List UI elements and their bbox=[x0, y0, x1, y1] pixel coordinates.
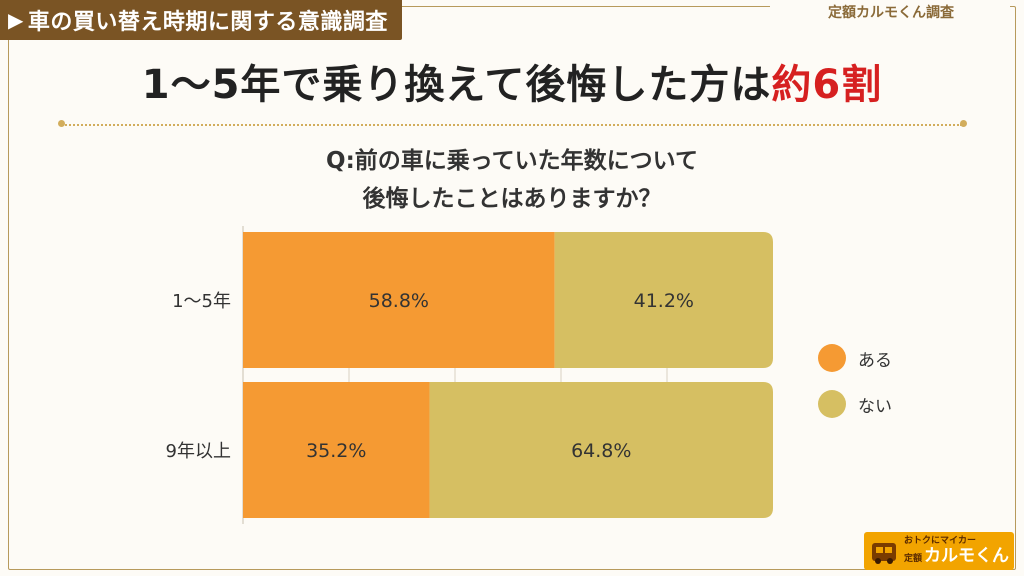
data-label: 35.2% bbox=[306, 440, 366, 462]
data-label: 58.8% bbox=[369, 290, 429, 312]
survey-title-tab: ▶ 車の買い替え時期に関する意識調査 bbox=[0, 0, 402, 40]
category-label: 1～5年 bbox=[172, 291, 231, 312]
legend-swatch-nai bbox=[818, 390, 846, 418]
brand-logo: おトクにマイカー 定額 カルモくん bbox=[864, 532, 1014, 570]
source-label: 定額カルモくん調査 bbox=[792, 0, 990, 24]
headline-accent: 約6割 bbox=[771, 62, 883, 108]
data-label: 64.8% bbox=[571, 440, 631, 462]
bar-segment-nai bbox=[429, 382, 773, 518]
divider-dot-left bbox=[58, 120, 65, 127]
survey-title: 車の買い替え時期に関する意識調査 bbox=[27, 10, 388, 35]
question-line-2: 後悔したことはありますか？ bbox=[362, 186, 662, 212]
category-label: 9年以上 bbox=[166, 441, 231, 462]
divider-dot-right bbox=[960, 120, 967, 127]
bar-segment-aru bbox=[243, 232, 555, 368]
legend-swatch-aru bbox=[818, 344, 846, 372]
page-frame bbox=[8, 6, 1016, 570]
legend-label-aru: ある bbox=[858, 350, 892, 371]
car-mascot-icon bbox=[872, 543, 896, 564]
headline: 1～5年で乗り換えて後悔した方は約6割 bbox=[0, 52, 1024, 110]
logo-text: おトクにマイカー 定額 カルモくん bbox=[904, 537, 1009, 565]
headline-main: 1～5年で乗り換えて後悔した方は bbox=[141, 62, 772, 108]
divider bbox=[62, 124, 962, 126]
question: Q:前の車に乗っていた年数について 後悔したことはありますか？ bbox=[0, 142, 1024, 218]
logo-name-row: 定額 カルモくん bbox=[904, 548, 1009, 565]
legend-label-nai: ない bbox=[858, 396, 892, 417]
question-line-1: Q:前の車に乗っていた年数について bbox=[326, 148, 698, 174]
bar-segment-aru bbox=[243, 382, 430, 518]
legend-item-aru: ある bbox=[818, 335, 892, 381]
logo-prefix: 定額 bbox=[904, 554, 923, 564]
logo-tagline: おトクにマイカー bbox=[904, 536, 977, 546]
legend: ある ない bbox=[818, 335, 892, 427]
logo-name: カルモくん bbox=[924, 546, 1010, 566]
data-label: 41.2% bbox=[634, 290, 694, 312]
bar-segment-nai bbox=[554, 232, 773, 368]
legend-item-nai: ない bbox=[818, 381, 892, 427]
chevron-right-icon: ▶ bbox=[8, 8, 24, 32]
